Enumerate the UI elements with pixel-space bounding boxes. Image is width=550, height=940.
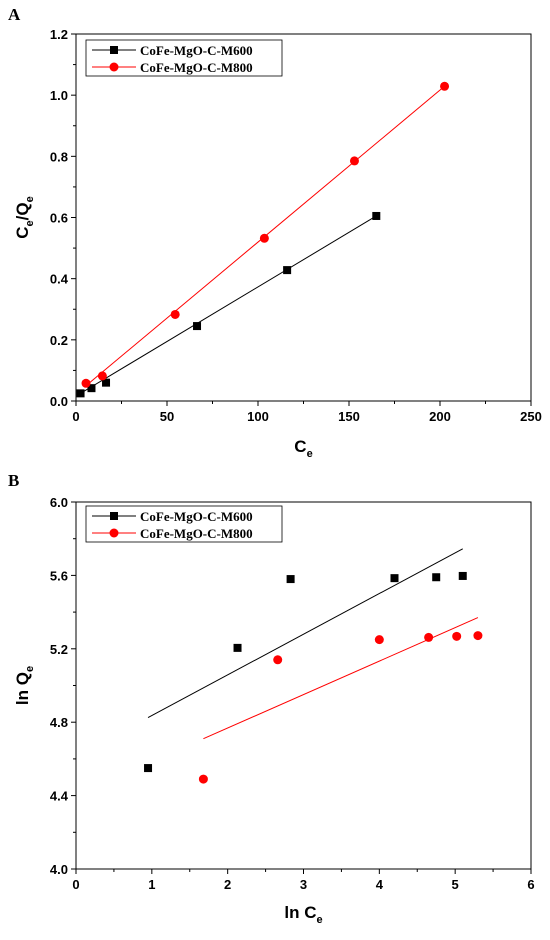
legend-label-1: CoFe-MgO-C-M600 — [140, 43, 253, 58]
y-axis-label: Ce/Qe — [13, 196, 36, 238]
data-point-series-1 — [102, 378, 111, 387]
data-point-series-1 — [458, 571, 467, 580]
y-tick-label: 0.6 — [50, 211, 68, 226]
y-axis-label-sub: e — [24, 666, 36, 672]
data-point-series-1 — [390, 574, 399, 583]
y-tick-label: 0.4 — [50, 272, 69, 287]
x-tick-label: 4 — [376, 877, 384, 892]
x-tick-label: 1 — [148, 877, 155, 892]
y-tick-label: 0.8 — [50, 149, 68, 164]
legend-marker-1 — [110, 512, 118, 520]
data-point-series-2 — [198, 774, 208, 784]
y-tick-label: 0.0 — [50, 394, 68, 409]
legend-label-2: CoFe-MgO-C-M800 — [140, 526, 253, 541]
data-point-series-1 — [432, 573, 441, 582]
legend-box — [85, 505, 283, 543]
y-axis-label-sub: e — [24, 220, 36, 226]
data-point-series-2 — [452, 631, 462, 641]
x-tick-label: 50 — [160, 409, 174, 424]
data-point-series-2 — [349, 156, 359, 166]
fit-line-2 — [203, 617, 479, 740]
data-point-series-2 — [424, 632, 434, 642]
panel-label-a: A — [8, 5, 21, 24]
y-tick-label: 4.8 — [50, 715, 68, 730]
data-point-series-2 — [473, 631, 483, 641]
data-point-series-1 — [76, 389, 85, 398]
legend-marker-2 — [109, 62, 119, 72]
plot-frame — [75, 501, 532, 870]
y-axis-label-main: ln Q — [13, 672, 32, 705]
x-axis-label-sub: e — [307, 448, 313, 460]
legend-box — [85, 39, 283, 77]
data-point-series-2 — [170, 309, 180, 319]
x-axis-label: ln Ce — [284, 903, 322, 926]
x-tick-label: 200 — [429, 409, 451, 424]
x-tick-label: 2 — [224, 877, 231, 892]
x-tick-label: 150 — [338, 409, 360, 424]
data-point-series-1 — [87, 384, 96, 393]
data-point-series-2 — [273, 655, 283, 665]
x-axis-label: Ce — [294, 437, 312, 460]
fit-line-1 — [80, 215, 377, 394]
data-point-series-1 — [233, 643, 242, 652]
y-tick-label: 0.2 — [50, 333, 68, 348]
y-axis-label: ln Qe — [13, 666, 36, 705]
data-point-series-1 — [283, 266, 292, 275]
legend-label-1: CoFe-MgO-C-M600 — [140, 509, 253, 524]
y-tick-label: 4.0 — [50, 862, 68, 877]
legend-label-2: CoFe-MgO-C-M800 — [140, 60, 253, 75]
data-point-series-2 — [440, 81, 450, 91]
x-axis-label-main: ln C — [284, 903, 316, 922]
chart-a: 0 50 100 150 200 2500.00.20.40.60.81.01.2CeCe… — [13, 27, 542, 460]
x-tick-label: 0 — [72, 409, 79, 424]
x-tick-label: 100 — [247, 409, 269, 424]
y-axis-label-sub: e — [24, 196, 36, 202]
data-point-series-1 — [372, 211, 381, 220]
y-tick-label: 6.0 — [50, 495, 68, 510]
data-point-series-2 — [259, 233, 269, 243]
data-point-series-1 — [286, 575, 295, 584]
data-point-series-2 — [374, 635, 384, 645]
y-axis-label-main: C — [13, 226, 32, 238]
fit-line-1 — [147, 548, 463, 719]
data-point-series-2 — [81, 378, 91, 388]
y-tick-label: 1.0 — [50, 88, 68, 103]
x-tick-label: 6 — [527, 877, 534, 892]
x-axis-label-sub: e — [316, 914, 322, 926]
x-tick-label: 3 — [300, 877, 307, 892]
y-tick-label: 5.2 — [50, 642, 68, 657]
data-point-series-1 — [193, 322, 202, 331]
y-axis-label-main: /Q — [13, 202, 32, 220]
x-tick-label: 5 — [452, 877, 459, 892]
plot-frame — [75, 33, 532, 402]
data-point-series-2 — [97, 371, 107, 381]
panel-label-b: B — [8, 471, 19, 490]
data-point-series-1 — [144, 764, 153, 773]
x-tick-label: 0 — [72, 877, 79, 892]
x-tick-label: 250 — [520, 409, 542, 424]
y-tick-label: 5.6 — [50, 568, 68, 583]
legend-marker-1 — [110, 46, 118, 54]
x-axis-label-main: C — [294, 437, 306, 456]
y-tick-label: 1.2 — [50, 27, 68, 42]
legend-marker-2 — [109, 528, 119, 538]
y-tick-label: 4.4 — [50, 789, 69, 804]
